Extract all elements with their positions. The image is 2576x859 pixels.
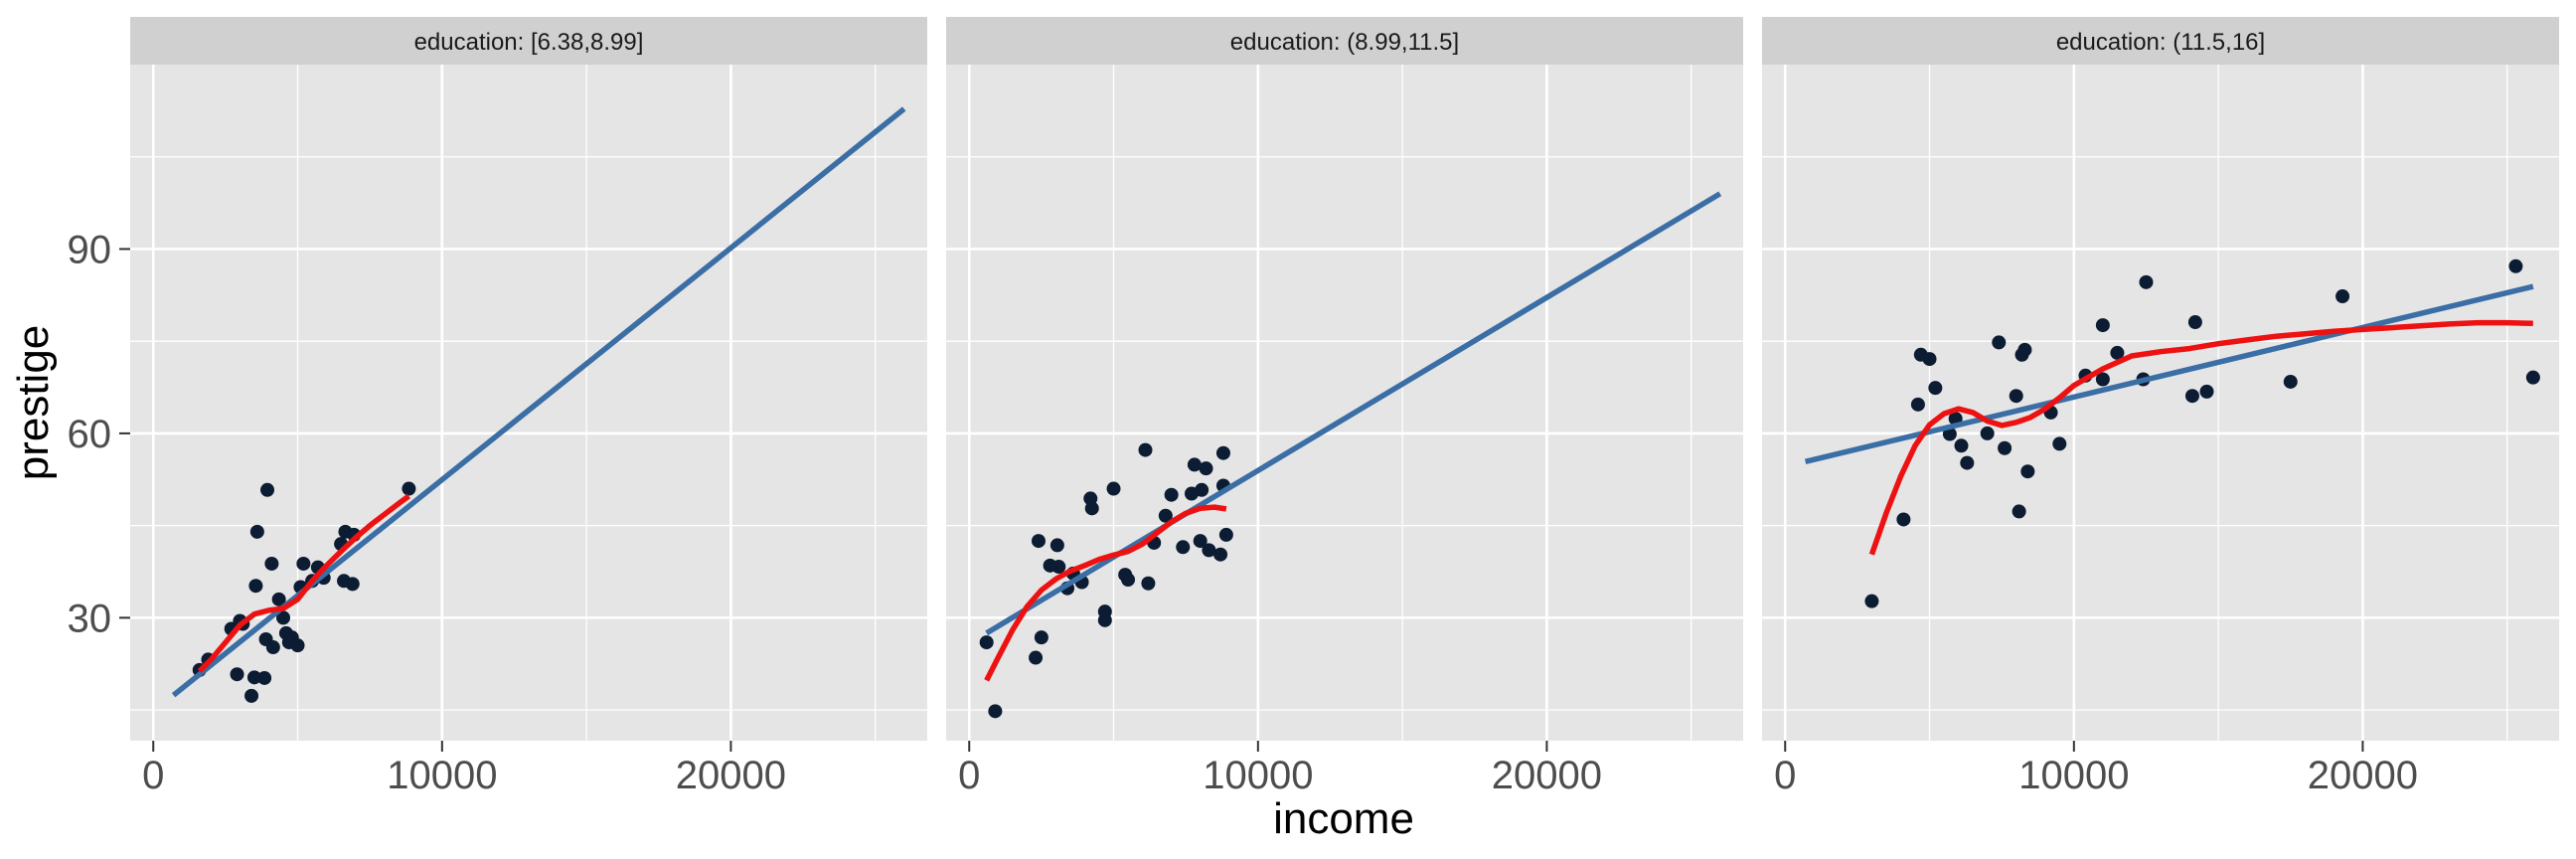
data-point bbox=[1029, 650, 1044, 665]
data-point bbox=[257, 670, 272, 685]
data-point bbox=[1034, 630, 1048, 645]
data-point bbox=[988, 704, 1003, 719]
data-point bbox=[1218, 527, 1233, 542]
data-point bbox=[2525, 370, 2540, 385]
data-point bbox=[1202, 543, 1216, 558]
data-point bbox=[290, 638, 305, 653]
facet-strip bbox=[946, 17, 1743, 65]
data-point bbox=[1049, 538, 1064, 553]
data-point bbox=[296, 556, 311, 571]
data-point bbox=[2012, 504, 2026, 519]
data-point bbox=[1158, 508, 1173, 523]
facet-strip-label: education: (8.99,11.5] bbox=[1230, 29, 1459, 56]
data-point bbox=[2095, 372, 2110, 387]
data-point bbox=[2508, 258, 2523, 273]
data-point bbox=[1141, 576, 1156, 591]
panel-background bbox=[130, 65, 927, 741]
data-point bbox=[271, 592, 286, 606]
smooth-fit-curve bbox=[197, 493, 411, 674]
data-point bbox=[264, 556, 279, 571]
data-point bbox=[1992, 335, 2007, 350]
data-point bbox=[1195, 482, 1209, 497]
facet-strip-label: education: (11.5,16] bbox=[2056, 29, 2265, 56]
facet-panel-2: education: (8.99,11.5] 0 10000 20000 bbox=[946, 17, 1743, 797]
data-point bbox=[1896, 512, 1911, 527]
data-point bbox=[402, 481, 416, 496]
linear-fit-line bbox=[171, 106, 906, 698]
data-point bbox=[276, 610, 291, 625]
x-tick-label: 20000 bbox=[1492, 754, 1602, 797]
y-axis-title: prestige bbox=[9, 325, 58, 481]
data-point bbox=[2184, 389, 2199, 404]
data-point bbox=[1864, 594, 1879, 608]
y-tick-label: 90 bbox=[68, 228, 112, 271]
linear-fit-line bbox=[985, 191, 1722, 636]
panel-background bbox=[946, 65, 1743, 741]
data-point bbox=[230, 667, 244, 682]
data-point bbox=[265, 640, 280, 655]
data-point bbox=[345, 577, 360, 592]
data-point bbox=[1187, 457, 1202, 472]
data-point bbox=[2017, 342, 2032, 357]
x-tick-label: 10000 bbox=[387, 754, 497, 797]
data-point bbox=[1922, 352, 1937, 367]
data-point bbox=[1910, 397, 1925, 412]
data-point bbox=[1097, 612, 1112, 627]
x-axis-title: income bbox=[1273, 794, 1414, 843]
data-point bbox=[1980, 426, 1995, 440]
data-point bbox=[979, 635, 994, 650]
facet-strip bbox=[1762, 17, 2559, 65]
facet-strip-label: education: [6.38,8.99] bbox=[414, 29, 644, 56]
data-point bbox=[1954, 438, 1969, 453]
data-point bbox=[1051, 560, 1066, 575]
data-point bbox=[1084, 501, 1099, 516]
data-point bbox=[1998, 440, 2012, 455]
data-point bbox=[1199, 461, 1213, 476]
data-point bbox=[1031, 534, 1046, 549]
facet-panel-3: education: (11.5,16] 0 10000 20000 bbox=[1762, 17, 2559, 797]
data-point bbox=[2139, 274, 2154, 289]
data-point bbox=[244, 688, 259, 703]
data-point bbox=[1121, 573, 1136, 588]
facet-panel-1: education: [6.38,8.99] 0 10000 20000 bbox=[130, 17, 927, 797]
panel-background bbox=[1762, 65, 2559, 741]
facet-strip bbox=[130, 17, 927, 65]
data-point bbox=[1193, 534, 1208, 549]
y-tick-label: 60 bbox=[68, 413, 112, 456]
x-tick-label: 20000 bbox=[676, 754, 786, 797]
data-point bbox=[2335, 289, 2350, 304]
data-point bbox=[2052, 436, 2067, 451]
data-point bbox=[248, 579, 263, 594]
x-tick-label: 0 bbox=[1774, 754, 1796, 797]
y-tick-label: 30 bbox=[68, 597, 112, 640]
data-point bbox=[2020, 464, 2035, 479]
x-tick-label: 20000 bbox=[2308, 754, 2418, 797]
smooth-fit-curve bbox=[984, 504, 1227, 682]
data-point bbox=[260, 482, 275, 497]
data-point bbox=[2095, 318, 2110, 333]
data-point bbox=[1138, 442, 1153, 457]
data-point bbox=[2009, 389, 2023, 404]
data-point bbox=[2110, 345, 2125, 360]
data-point bbox=[2199, 384, 2214, 399]
data-point bbox=[1176, 540, 1191, 555]
data-point bbox=[1106, 481, 1121, 496]
x-tick-label: 10000 bbox=[1203, 754, 1313, 797]
x-tick-label: 10000 bbox=[2018, 754, 2129, 797]
smooth-fit-curve bbox=[1868, 319, 2533, 556]
x-tick-label: 0 bbox=[958, 754, 980, 797]
data-point bbox=[1215, 445, 1230, 460]
data-point bbox=[1960, 455, 1975, 470]
data-point bbox=[246, 670, 261, 685]
data-point bbox=[1213, 547, 1228, 562]
data-point bbox=[1164, 487, 1179, 502]
data-point bbox=[249, 524, 264, 539]
x-tick-label: 0 bbox=[142, 754, 164, 797]
data-point bbox=[2187, 315, 2202, 330]
data-point bbox=[1928, 381, 1943, 396]
data-point bbox=[2283, 374, 2298, 389]
